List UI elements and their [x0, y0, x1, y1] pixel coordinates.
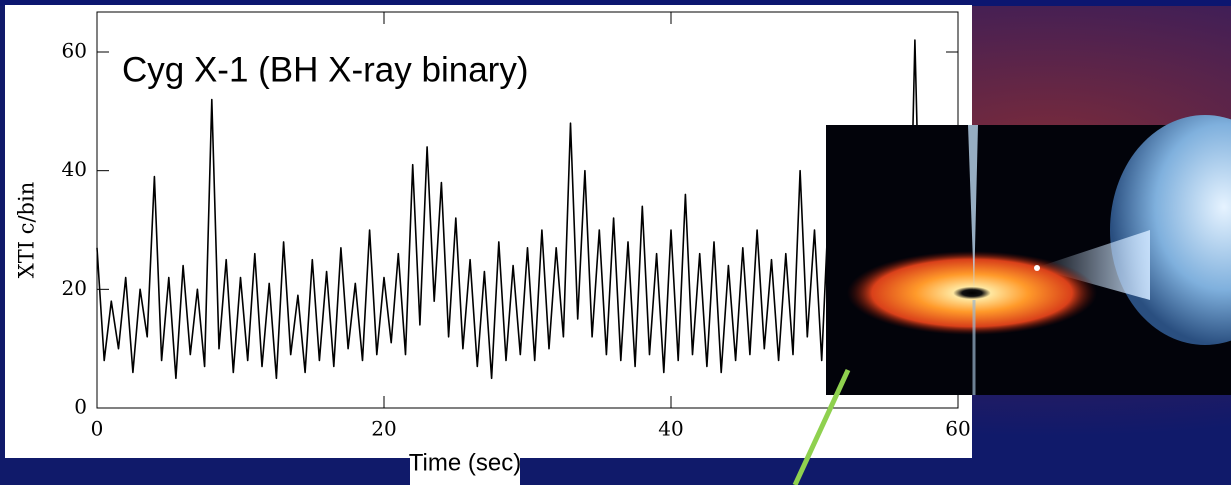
y-tick-label: 40 — [62, 157, 87, 181]
x-tick-label: 20 — [371, 417, 396, 441]
y-tick-label: 20 — [62, 276, 87, 300]
x-tick-label: 0 — [91, 417, 104, 441]
y-axis-label: XTI c/bin — [15, 182, 39, 278]
chart-panel — [5, 5, 972, 458]
top-band — [0, 0, 1231, 6]
x-axis-label: Time (sec) — [409, 449, 521, 476]
light-curve — [96, 39, 959, 380]
y-tick-label: 60 — [62, 39, 87, 63]
pointer-line — [792, 368, 851, 487]
x-tick-label: 40 — [658, 417, 683, 441]
plot: 0 20 40 60 0 20 40 60 — [62, 11, 971, 441]
x-tick-label: 60 — [945, 417, 970, 441]
artist-illustration — [826, 115, 1231, 395]
y-tick-label: 0 — [74, 395, 87, 419]
chart-title: Cyg X-1 (BH X-ray binary) — [122, 50, 528, 89]
x-label-box — [410, 438, 520, 485]
